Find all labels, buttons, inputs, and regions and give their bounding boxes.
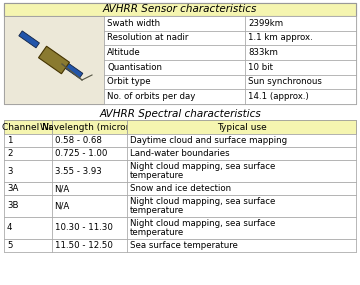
Bar bbox=[245, 89, 356, 104]
Text: 3B: 3B bbox=[7, 201, 18, 211]
Text: 11.50 - 12.50: 11.50 - 12.50 bbox=[54, 241, 112, 250]
Text: Night cloud mapping, sea surface: Night cloud mapping, sea surface bbox=[130, 162, 275, 171]
Text: 2399km: 2399km bbox=[248, 19, 283, 28]
Text: Orbit type: Orbit type bbox=[107, 78, 150, 87]
Bar bbox=[104, 60, 245, 75]
Text: Daytime cloud and surface mapping: Daytime cloud and surface mapping bbox=[130, 136, 287, 145]
Text: AVHRR Spectral characteristics: AVHRR Spectral characteristics bbox=[99, 109, 261, 119]
Bar bbox=[4, 134, 356, 147]
Bar bbox=[4, 120, 356, 134]
Bar bbox=[127, 147, 356, 160]
Text: temperature: temperature bbox=[130, 206, 184, 215]
Bar bbox=[127, 182, 356, 195]
Bar bbox=[4, 3, 356, 104]
Bar bbox=[4, 147, 356, 160]
Bar bbox=[127, 217, 356, 239]
Text: AVHRR Sensor characteristics: AVHRR Sensor characteristics bbox=[103, 5, 257, 15]
Bar bbox=[127, 239, 356, 252]
Polygon shape bbox=[39, 46, 69, 74]
Text: temperature: temperature bbox=[130, 171, 184, 180]
Text: Typical use: Typical use bbox=[217, 123, 266, 131]
Bar bbox=[127, 120, 356, 134]
Text: Altitude: Altitude bbox=[107, 48, 141, 57]
Text: 833km: 833km bbox=[248, 48, 278, 57]
Bar bbox=[51, 217, 127, 239]
Text: Resolution at nadir: Resolution at nadir bbox=[107, 34, 188, 42]
Bar bbox=[4, 217, 356, 239]
Bar bbox=[4, 120, 51, 134]
Text: 5: 5 bbox=[7, 241, 13, 250]
Bar bbox=[4, 217, 51, 239]
Text: Night cloud mapping, sea surface: Night cloud mapping, sea surface bbox=[130, 197, 275, 206]
Polygon shape bbox=[60, 60, 83, 78]
Text: 0.58 - 0.68: 0.58 - 0.68 bbox=[54, 136, 102, 145]
Bar bbox=[51, 147, 127, 160]
Bar bbox=[4, 16, 104, 104]
Text: 3A: 3A bbox=[7, 184, 18, 193]
Bar bbox=[245, 31, 356, 45]
Text: Night cloud mapping, sea surface: Night cloud mapping, sea surface bbox=[130, 219, 275, 228]
Bar bbox=[51, 120, 127, 134]
Bar bbox=[51, 195, 127, 217]
Bar bbox=[4, 182, 51, 195]
Text: Land-water boundaries: Land-water boundaries bbox=[130, 149, 230, 158]
Bar bbox=[51, 160, 127, 182]
Text: Sea surface temperature: Sea surface temperature bbox=[130, 241, 238, 250]
Bar bbox=[127, 134, 356, 147]
Text: N/A: N/A bbox=[54, 201, 70, 211]
Bar bbox=[104, 89, 245, 104]
Text: Swath width: Swath width bbox=[107, 19, 160, 28]
Text: Wavelength (microns): Wavelength (microns) bbox=[40, 123, 139, 131]
Bar bbox=[4, 160, 51, 182]
Bar bbox=[4, 160, 356, 182]
Bar bbox=[245, 75, 356, 89]
Bar bbox=[127, 160, 356, 182]
Text: 10.30 - 11.30: 10.30 - 11.30 bbox=[54, 223, 112, 233]
Bar bbox=[4, 3, 356, 16]
Text: 3: 3 bbox=[7, 166, 13, 176]
Bar bbox=[51, 239, 127, 252]
Bar bbox=[4, 239, 356, 252]
Text: 4: 4 bbox=[7, 223, 13, 233]
Polygon shape bbox=[19, 31, 40, 48]
Bar bbox=[4, 239, 51, 252]
Bar bbox=[245, 60, 356, 75]
Text: 2: 2 bbox=[7, 149, 13, 158]
Text: 3.55 - 3.93: 3.55 - 3.93 bbox=[54, 166, 101, 176]
Bar bbox=[51, 182, 127, 195]
Text: Quantisation: Quantisation bbox=[107, 63, 162, 72]
Text: Snow and ice detection: Snow and ice detection bbox=[130, 184, 231, 193]
Bar bbox=[51, 134, 127, 147]
Bar bbox=[4, 195, 356, 217]
Text: No. of orbits per day: No. of orbits per day bbox=[107, 92, 195, 101]
Bar bbox=[245, 45, 356, 60]
Text: 14.1 (approx.): 14.1 (approx.) bbox=[248, 92, 309, 101]
Bar bbox=[104, 45, 245, 60]
Text: 0.725 - 1.00: 0.725 - 1.00 bbox=[54, 149, 107, 158]
Text: 1.1 km approx.: 1.1 km approx. bbox=[248, 34, 313, 42]
Text: Sun synchronous: Sun synchronous bbox=[248, 78, 322, 87]
Bar bbox=[104, 31, 245, 45]
Text: 10 bit: 10 bit bbox=[248, 63, 273, 72]
Bar bbox=[4, 147, 51, 160]
Text: temperature: temperature bbox=[130, 228, 184, 237]
Bar bbox=[4, 182, 356, 195]
Bar bbox=[4, 195, 51, 217]
Text: N/A: N/A bbox=[54, 184, 70, 193]
Text: Channel No: Channel No bbox=[1, 123, 54, 131]
Bar bbox=[127, 195, 356, 217]
Bar bbox=[4, 134, 51, 147]
Bar bbox=[104, 16, 245, 31]
Bar bbox=[245, 16, 356, 31]
Bar bbox=[104, 75, 245, 89]
Text: 1: 1 bbox=[7, 136, 13, 145]
